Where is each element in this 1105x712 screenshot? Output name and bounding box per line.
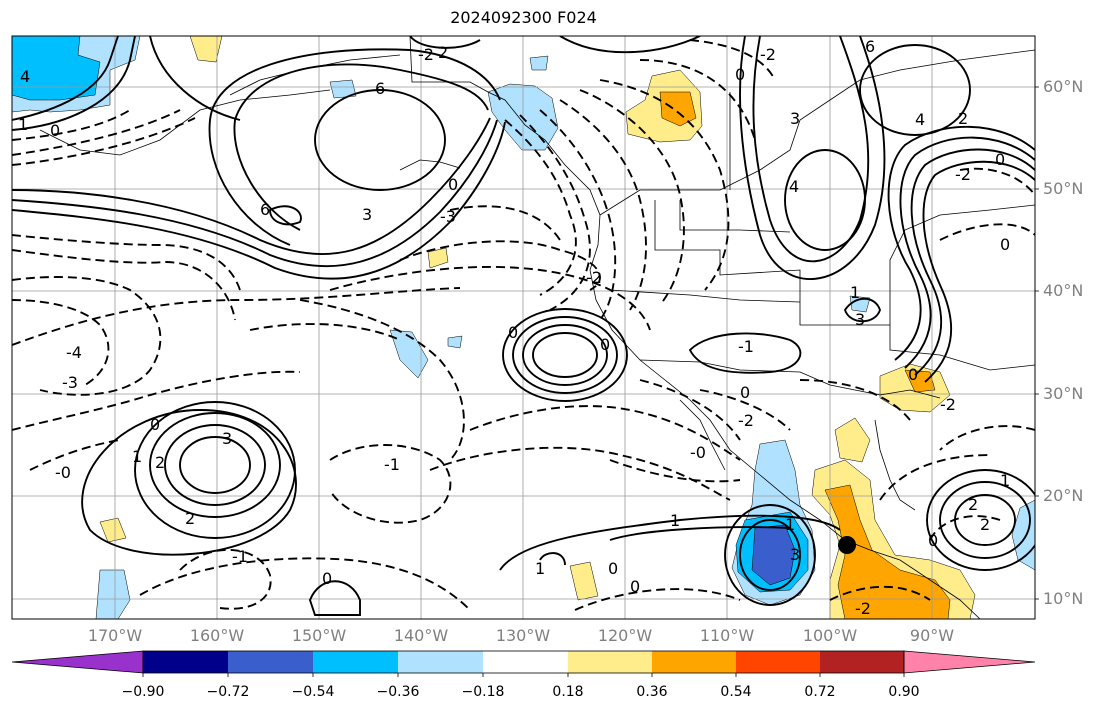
lat-label: 50°N — [1043, 179, 1084, 198]
contour-label: -2 — [586, 268, 602, 287]
lon-label: 160°W — [189, 626, 245, 645]
colorbar-tick-label: 0.36 — [636, 684, 668, 700]
colorbar-segment — [483, 651, 568, 673]
lon-label: 130°W — [495, 626, 551, 645]
colorbar-segment — [398, 651, 483, 673]
contour-label: 0 — [740, 383, 750, 402]
colorbar-tick-label: −0.36 — [376, 684, 420, 700]
contour-labels: 6 6 3 0 0 1 4 2 0 3 6 4 -2 0 4 -1 3 -3 -… — [18, 37, 1010, 596]
colorbar — [11, 650, 1036, 677]
lon-label: 120°W — [597, 626, 653, 645]
contour-label: -4 — [66, 343, 82, 362]
contour-label: -1 — [384, 455, 400, 474]
lat-label: 40°N — [1043, 281, 1084, 300]
colorbar-segment — [143, 651, 228, 673]
axis-ticks — [1035, 86, 1039, 600]
lat-label: 60°N — [1043, 77, 1084, 96]
lon-label: 110°W — [699, 626, 755, 645]
contour-label: 3 — [362, 205, 372, 224]
contour-label: 0 — [928, 531, 938, 550]
contour-label: 4 — [20, 67, 30, 86]
contour-lines-positive — [12, 36, 1035, 616]
contour-label: 2 — [155, 453, 165, 472]
lon-label: 100°W — [802, 626, 858, 645]
contour-label: -0 — [55, 463, 71, 482]
contour-label: -3 — [440, 207, 456, 226]
contour-label: 3 — [222, 429, 232, 448]
contour-label: 0 — [50, 121, 60, 140]
colorbar-segment — [568, 651, 652, 673]
map-frame — [11, 35, 1036, 620]
contour-label: -1 — [232, 547, 248, 566]
lat-label: 30°N — [1043, 384, 1084, 403]
lon-label: 90°W — [909, 626, 955, 645]
contour-label: 1 — [1000, 471, 1010, 490]
colorbar-extend-high — [903, 650, 1036, 674]
contour-label: 2 — [438, 43, 448, 62]
contour-label: 1 — [132, 447, 142, 466]
storm-center-marker — [838, 536, 856, 554]
contour-label: 3 — [790, 109, 800, 128]
contour-label: 2 — [185, 509, 195, 528]
colorbar-segment — [736, 651, 820, 673]
contour-label: 6 — [375, 79, 385, 98]
contour-label: 0 — [735, 65, 745, 84]
colorbar-tick-label: 0.72 — [804, 684, 836, 700]
colorbar-tick-label: −0.54 — [291, 684, 335, 700]
contour-label: 6 — [260, 200, 270, 219]
colorbar-tick-label: −0.18 — [461, 684, 505, 700]
colorbar-tick-label: 0.54 — [720, 684, 752, 700]
contour-label: -2 — [955, 165, 971, 184]
colorbar-segment — [228, 651, 313, 673]
lat-label: 20°N — [1043, 486, 1084, 505]
contour-lines-negative — [12, 39, 1035, 611]
lat-label: 10°N — [1043, 589, 1084, 608]
contour-label: -2 — [738, 411, 754, 430]
contour-label: 1 — [535, 559, 545, 578]
lon-label: 170°W — [87, 626, 143, 645]
colorbar-segment — [652, 651, 736, 673]
contour-label: 6 — [865, 37, 875, 56]
contour-label: -1 — [738, 337, 754, 356]
colorbar-segment — [820, 651, 904, 673]
contour-label: 0 — [322, 569, 332, 588]
contour-label: 1 — [18, 115, 28, 134]
contour-label: 0 — [608, 559, 618, 578]
contour-label: -3 — [62, 373, 78, 392]
lon-label: 140°W — [393, 626, 449, 645]
contour-label: 1 — [670, 511, 680, 530]
colorbar-tick-label: −0.90 — [121, 684, 165, 700]
graticule — [12, 36, 1035, 619]
contour-label: 4 — [789, 177, 799, 196]
colorbar-segment — [313, 651, 398, 673]
colorbar-tick-label: −0.72 — [206, 684, 250, 700]
contour-label: 0 — [995, 150, 1005, 169]
contour-label: 0 — [630, 577, 640, 596]
colorbar-tick-label: 0.90 — [888, 684, 920, 700]
contour-label: 4 — [915, 110, 925, 129]
contour-label: 2 — [968, 495, 978, 514]
map-title: 2024092300 F024 — [450, 8, 597, 27]
contour-label: 0 — [508, 323, 518, 342]
colorbar-tick-label: 0.18 — [552, 684, 584, 700]
contour-label: 0 — [150, 415, 160, 434]
colorbar-extend-low — [11, 650, 144, 674]
lon-label: 150°W — [291, 626, 347, 645]
contour-label: 3 — [855, 310, 865, 329]
contour-label: 0 — [448, 175, 458, 194]
